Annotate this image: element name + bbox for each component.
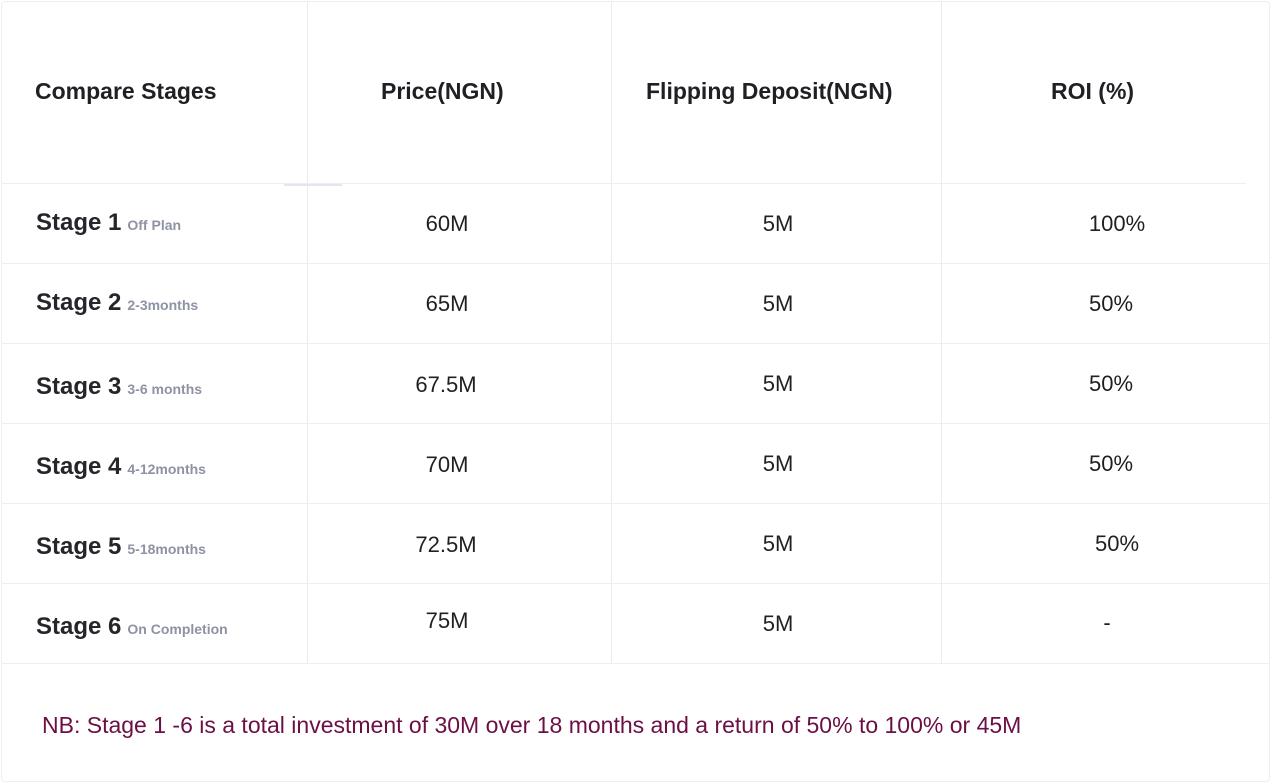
price-cell: 72.5M bbox=[415, 532, 477, 557]
row-divider bbox=[2, 503, 1270, 504]
deposit-cell: 5M bbox=[762, 451, 794, 476]
table-row-stage-5: Stage 5 5-18months bbox=[36, 533, 206, 561]
roi-cell: 50% bbox=[1088, 451, 1134, 476]
deposit-cell: 5M bbox=[762, 291, 794, 316]
header-underline bbox=[284, 184, 342, 186]
stage-period: 4-12months bbox=[127, 461, 206, 477]
header-roi: ROI (%) bbox=[1051, 78, 1135, 104]
row-divider bbox=[2, 663, 1270, 664]
stage-name: Stage 3 bbox=[36, 373, 122, 400]
stage-name: Stage 5 bbox=[36, 533, 122, 560]
roi-cell: - bbox=[1103, 610, 1111, 635]
roi-cell: 50% bbox=[1094, 531, 1140, 556]
column-divider bbox=[611, 2, 612, 664]
row-divider bbox=[2, 183, 1246, 184]
row-divider bbox=[2, 343, 1270, 344]
stage-period: Off Plan bbox=[127, 217, 182, 233]
table-row-stage-1: Stage 1 Off Plan bbox=[36, 209, 181, 237]
row-divider bbox=[2, 583, 1270, 584]
stage-period: 2-3months bbox=[127, 297, 199, 313]
roi-cell: 50% bbox=[1088, 291, 1134, 316]
deposit-cell: 5M bbox=[762, 611, 794, 636]
deposit-cell: 5M bbox=[762, 371, 794, 396]
stage-period: On Completion bbox=[127, 621, 228, 637]
row-divider bbox=[2, 263, 1270, 264]
table-row-stage-6: Stage 6 On Completion bbox=[36, 613, 228, 641]
header-flipping-deposit: Flipping Deposit(NGN) bbox=[646, 78, 893, 104]
price-cell: 75M bbox=[425, 608, 469, 633]
table-row-stage-4: Stage 4 4-12months bbox=[36, 453, 206, 481]
deposit-cell: 5M bbox=[762, 531, 794, 556]
header-compare-stages: Compare Stages bbox=[35, 78, 217, 104]
table-row-stage-2: Stage 2 2-3months bbox=[36, 289, 198, 317]
row-divider bbox=[2, 423, 1270, 424]
header-price: Price(NGN) bbox=[381, 78, 504, 104]
price-cell: 60M bbox=[425, 211, 469, 236]
price-cell: 65M bbox=[425, 291, 469, 316]
price-cell: 70M bbox=[425, 452, 469, 477]
deposit-cell: 5M bbox=[762, 211, 794, 236]
column-divider bbox=[307, 2, 308, 664]
column-divider bbox=[941, 2, 942, 664]
stage-name: Stage 6 bbox=[36, 613, 122, 640]
stage-period: 5-18months bbox=[127, 541, 206, 557]
stage-name: Stage 4 bbox=[36, 453, 122, 480]
roi-cell: 50% bbox=[1088, 371, 1134, 396]
stage-name: Stage 1 bbox=[36, 209, 122, 236]
stage-period: 3-6 months bbox=[127, 381, 203, 397]
table-row-stage-3: Stage 3 3-6 months bbox=[36, 373, 202, 401]
stage-name: Stage 2 bbox=[36, 289, 122, 316]
roi-cell: 100% bbox=[1088, 211, 1146, 236]
price-cell: 67.5M bbox=[415, 372, 477, 397]
investment-note: NB: Stage 1 -6 is a total investment of … bbox=[42, 712, 1022, 738]
